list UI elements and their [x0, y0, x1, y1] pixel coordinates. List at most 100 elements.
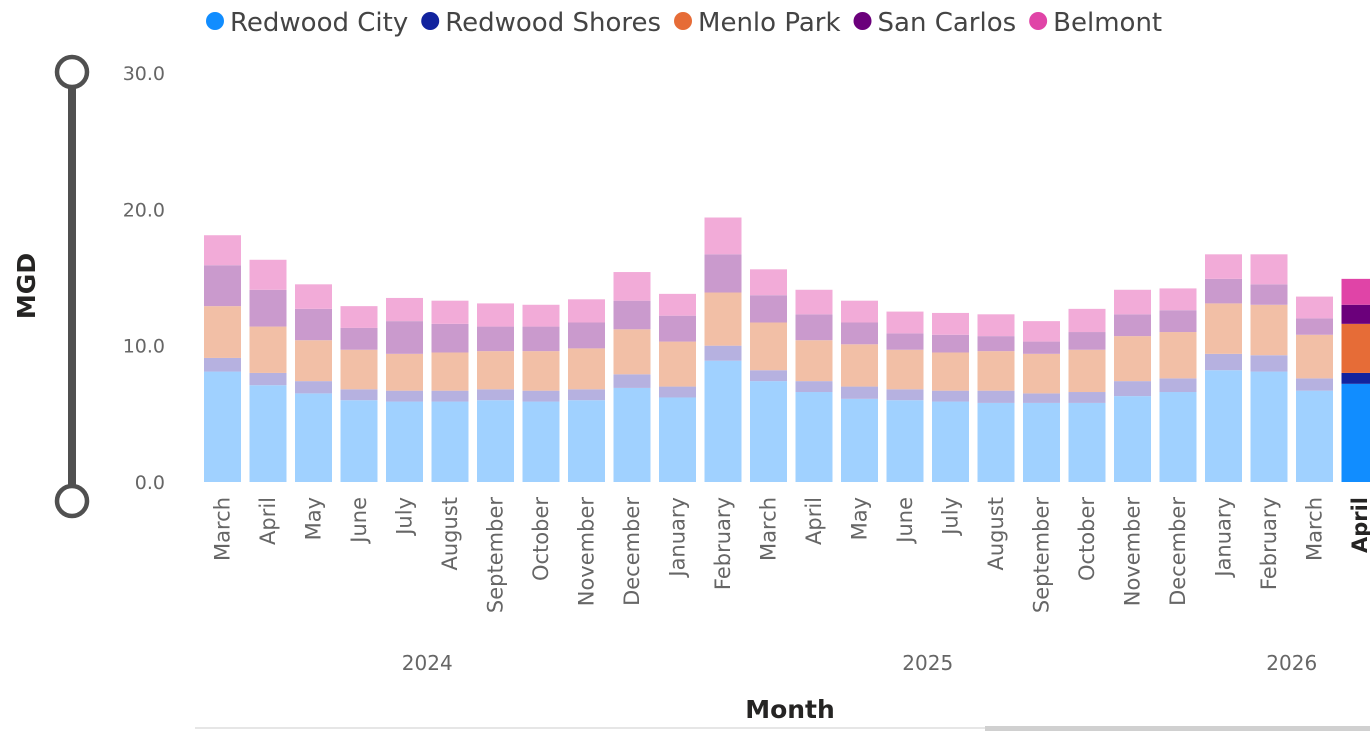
bar-segment[interactable] — [886, 389, 924, 401]
bar-segment[interactable] — [295, 393, 332, 482]
bar-segment[interactable] — [522, 351, 560, 391]
bar-segment[interactable] — [249, 289, 287, 327]
bar-segment[interactable] — [659, 293, 696, 316]
bar-segment[interactable] — [841, 344, 878, 387]
bar-segment[interactable] — [1068, 308, 1106, 333]
bar-segment[interactable] — [1341, 278, 1370, 305]
bar-segment[interactable] — [568, 389, 605, 401]
bar-segment[interactable] — [659, 315, 696, 342]
bar-segment[interactable] — [1296, 318, 1333, 335]
bar-segment[interactable] — [1205, 370, 1242, 482]
bar-segment[interactable] — [977, 351, 1015, 391]
bar-segment[interactable] — [977, 336, 1015, 352]
horizontal-scrollbar[interactable] — [985, 726, 1370, 731]
bar-segment[interactable] — [1068, 402, 1106, 482]
bar-segment[interactable] — [1296, 334, 1333, 379]
bar-segment[interactable] — [340, 327, 378, 350]
bar-segment[interactable] — [659, 397, 696, 482]
bar-segment[interactable] — [886, 311, 924, 334]
legend-marker[interactable] — [206, 12, 224, 30]
bar-segment[interactable] — [431, 401, 469, 482]
bar-segment[interactable] — [477, 351, 514, 390]
bar-segment[interactable] — [522, 390, 560, 402]
bar-segment[interactable] — [204, 357, 241, 372]
legend-marker[interactable] — [674, 12, 693, 30]
bar-segment[interactable] — [750, 370, 787, 382]
bar-segment[interactable] — [750, 295, 787, 323]
bar-segment[interactable] — [1159, 288, 1197, 311]
bar-segment[interactable] — [932, 352, 969, 391]
bar-segment[interactable] — [568, 299, 605, 323]
bar-segment[interactable] — [1114, 314, 1151, 337]
bar-segment[interactable] — [795, 381, 833, 393]
bar-segment[interactable] — [431, 352, 469, 391]
bar-segment[interactable] — [932, 390, 969, 402]
bar-segment[interactable] — [1341, 383, 1370, 482]
bar-segment[interactable] — [795, 340, 833, 382]
bar-segment[interactable] — [386, 297, 423, 322]
bar-segment[interactable] — [1250, 284, 1288, 305]
bar-segment[interactable] — [613, 300, 651, 330]
bar-segment[interactable] — [1114, 396, 1151, 482]
bar-segment[interactable] — [886, 333, 924, 350]
bar-segment[interactable] — [1023, 402, 1060, 482]
bar-segment[interactable] — [249, 385, 287, 482]
bar-segment[interactable] — [1159, 392, 1197, 482]
bar-segment[interactable] — [1341, 304, 1370, 324]
bar-segment[interactable] — [340, 389, 378, 401]
bar-segment[interactable] — [795, 314, 833, 341]
bar-segment[interactable] — [704, 360, 742, 482]
legend-marker[interactable] — [421, 12, 440, 30]
bar-segment[interactable] — [795, 289, 833, 315]
legend-label[interactable]: Menlo Park — [698, 8, 841, 38]
bar-segment[interactable] — [932, 312, 969, 335]
bar-segment[interactable] — [1205, 353, 1242, 371]
bar-segment[interactable] — [1023, 393, 1060, 403]
bar-segment[interactable] — [340, 349, 378, 390]
bar-segment[interactable] — [704, 292, 742, 346]
bar-segment[interactable] — [659, 386, 696, 398]
bar-segment[interactable] — [704, 217, 742, 255]
bar-segment[interactable] — [568, 400, 605, 482]
bar-segment[interactable] — [204, 235, 241, 266]
bar-segment[interactable] — [750, 322, 787, 371]
bar-segment[interactable] — [295, 381, 332, 394]
bar-segment[interactable] — [522, 401, 560, 482]
bar-segment[interactable] — [431, 300, 469, 324]
bar-segment[interactable] — [1068, 392, 1106, 403]
slider-min-handle[interactable] — [54, 483, 90, 519]
bar-segment[interactable] — [340, 400, 378, 482]
bar-segment[interactable] — [568, 348, 605, 390]
bar-segment[interactable] — [1023, 341, 1060, 354]
bar-segment[interactable] — [977, 314, 1015, 337]
bar-segment[interactable] — [204, 265, 241, 307]
bar-segment[interactable] — [204, 306, 241, 358]
bar-segment[interactable] — [1023, 321, 1060, 342]
bar-segment[interactable] — [1341, 372, 1370, 384]
legend-label[interactable]: San Carlos — [878, 8, 1017, 38]
legend-label[interactable]: Belmont — [1053, 8, 1162, 38]
bar-segment[interactable] — [841, 386, 878, 399]
bar-segment[interactable] — [1296, 296, 1333, 319]
bar-segment[interactable] — [1023, 353, 1060, 394]
bar-segment[interactable] — [1296, 378, 1333, 391]
bar-segment[interactable] — [295, 284, 332, 309]
bar-segment[interactable] — [1205, 278, 1242, 304]
bar-segment[interactable] — [977, 390, 1015, 403]
bar-segment[interactable] — [249, 259, 287, 290]
bar-segment[interactable] — [1205, 254, 1242, 279]
bar-segment[interactable] — [795, 392, 833, 482]
bar-segment[interactable] — [1205, 303, 1242, 354]
bar-segment[interactable] — [704, 254, 742, 293]
bar-segment[interactable] — [386, 390, 423, 402]
bar-segment[interactable] — [613, 387, 651, 482]
bar-segment[interactable] — [295, 340, 332, 382]
bar-segment[interactable] — [386, 321, 423, 354]
bar-segment[interactable] — [522, 304, 560, 327]
bar-segment[interactable] — [386, 353, 423, 391]
bar-segment[interactable] — [750, 269, 787, 296]
bar-segment[interactable] — [568, 322, 605, 349]
bar-segment[interactable] — [522, 326, 560, 352]
bar-segment[interactable] — [1114, 289, 1151, 315]
bar-segment[interactable] — [932, 334, 969, 353]
